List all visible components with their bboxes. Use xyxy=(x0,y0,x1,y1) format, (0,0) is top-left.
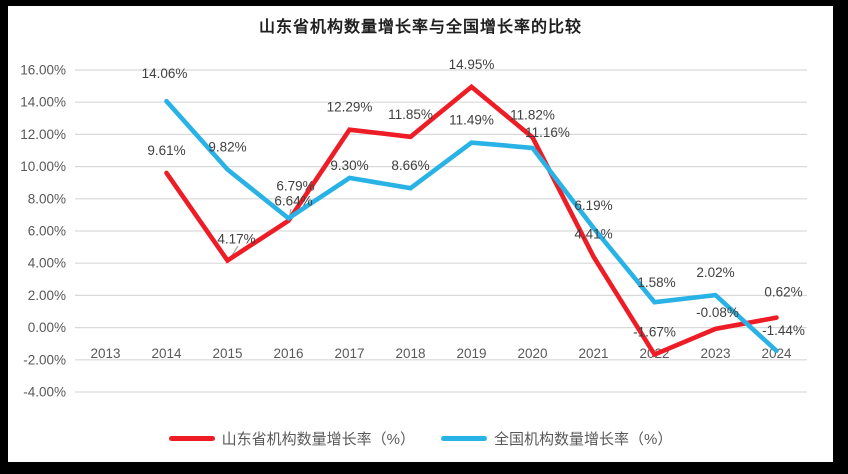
data-label: 11.16% xyxy=(525,125,570,140)
legend-item-national: 全国机构数量增长率（%） xyxy=(441,428,672,449)
national-line-swatch xyxy=(441,436,487,441)
x-tick-label: 2015 xyxy=(212,346,242,361)
data-label: 4.41% xyxy=(574,227,612,242)
data-label: -1.67% xyxy=(633,324,676,339)
y-tick-label: 10.00% xyxy=(20,159,66,174)
y-tick-label: 14.00% xyxy=(20,95,66,110)
y-tick-label: 4.00% xyxy=(28,256,66,271)
y-tick-label: 2.00% xyxy=(28,288,66,303)
chart-legend: 山东省机构数量增长率（%） 全国机构数量增长率（%） xyxy=(8,428,833,449)
y-tick-label: -4.00% xyxy=(23,385,66,400)
line-chart-plot-area: 16.00% 14.00% 12.00% 10.00% 8.00% 6.00% 4.00% 2… xyxy=(20,57,807,400)
x-tick-label: 2013 xyxy=(90,346,120,361)
data-label: 0.62% xyxy=(764,285,802,300)
series-line-shandong xyxy=(164,83,779,358)
data-label: 9.61% xyxy=(147,143,185,158)
data-label: 2.02% xyxy=(696,265,734,280)
data-label: 1.58% xyxy=(637,275,675,290)
data-label: 12.29% xyxy=(327,100,373,115)
x-tick-label: 2014 xyxy=(151,346,182,361)
x-tick-label: 2024 xyxy=(761,346,792,361)
y-tick-label: 12.00% xyxy=(20,127,66,142)
data-label: 11.49% xyxy=(449,113,494,128)
x-tick-label: 2016 xyxy=(273,346,303,361)
data-label: 11.82% xyxy=(510,107,555,122)
y-tick-label: 6.00% xyxy=(28,224,66,239)
x-tick-label: 2019 xyxy=(456,346,486,361)
series-line-national xyxy=(164,98,779,354)
data-label: 6.19% xyxy=(574,198,612,213)
data-label: 4.17% xyxy=(217,231,255,246)
chart-title: 山东省机构数量增长率与全国增长率的比较 xyxy=(258,19,582,36)
data-label: 14.06% xyxy=(142,66,188,81)
y-tick-label: 16.00% xyxy=(20,63,66,78)
data-label: 11.85% xyxy=(388,107,433,122)
legend-label-shandong: 山东省机构数量增长率（%） xyxy=(221,431,415,448)
data-label: 6.64% xyxy=(274,194,312,209)
y-tick-label: 0.00% xyxy=(28,320,66,335)
x-tick-label: 2020 xyxy=(517,346,547,361)
x-tick-label: 2023 xyxy=(700,346,730,361)
data-label: -1.44% xyxy=(762,323,805,338)
y-tick-label: -2.00% xyxy=(23,352,66,367)
legend-item-shandong: 山东省机构数量增长率（%） xyxy=(168,428,415,449)
data-label: 9.30% xyxy=(330,158,368,173)
shandong-line-swatch xyxy=(168,436,215,441)
data-label: 6.79% xyxy=(276,178,314,193)
data-label: 8.66% xyxy=(391,158,429,173)
data-label: 14.95% xyxy=(449,57,495,72)
x-tick-label: 2021 xyxy=(578,346,608,361)
x-tick-label: 2017 xyxy=(334,346,364,361)
legend-label-national: 全国机构数量增长率（%） xyxy=(494,431,673,448)
data-label: -0.08% xyxy=(696,305,739,320)
y-tick-label: 8.00% xyxy=(28,191,66,206)
x-tick-label: 2018 xyxy=(395,346,425,361)
chart-card: 山东省机构数量增长率与全国增长率的比较 16.00% 14.00% 12.00% 10… xyxy=(8,6,833,462)
data-label: 9.82% xyxy=(208,139,246,154)
